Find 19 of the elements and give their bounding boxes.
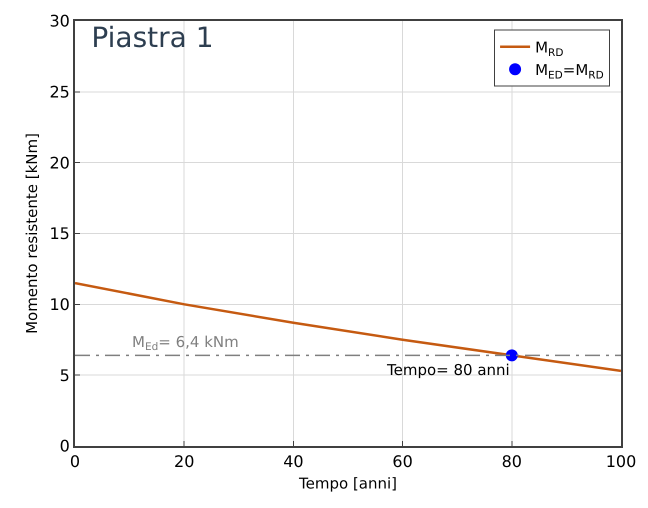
legend-label: M$_{RD}$ xyxy=(535,38,564,59)
y-axis-title: Momento resistente [kNm] xyxy=(23,133,42,334)
annotation: Tempo= 80 anni xyxy=(386,361,510,379)
x-tick-label: 40 xyxy=(283,452,304,472)
chart-title: Piastra 1 xyxy=(91,20,214,54)
x-tick-label: 80 xyxy=(502,452,522,472)
y-tick-label: 5 xyxy=(60,366,70,385)
y-tick-label: 10 xyxy=(49,294,70,314)
x-tick-label: 20 xyxy=(174,452,194,472)
ref-line-label: M$_{Ed}$= 6,4 kNm xyxy=(132,333,239,354)
y-tick-label: 15 xyxy=(49,224,70,244)
y-tick-label: 0 xyxy=(60,436,70,456)
y-tick-label: 20 xyxy=(49,153,70,172)
x-tick-label: 100 xyxy=(606,452,636,472)
y-tick-label: 30 xyxy=(49,12,70,31)
y-tick-label: 25 xyxy=(49,82,70,102)
x-tick-label: 60 xyxy=(392,452,413,472)
legend-label: M$_{ED}$=M$_{RD}$ xyxy=(535,61,604,82)
x-axis-title: Tempo [anni] xyxy=(298,474,397,493)
